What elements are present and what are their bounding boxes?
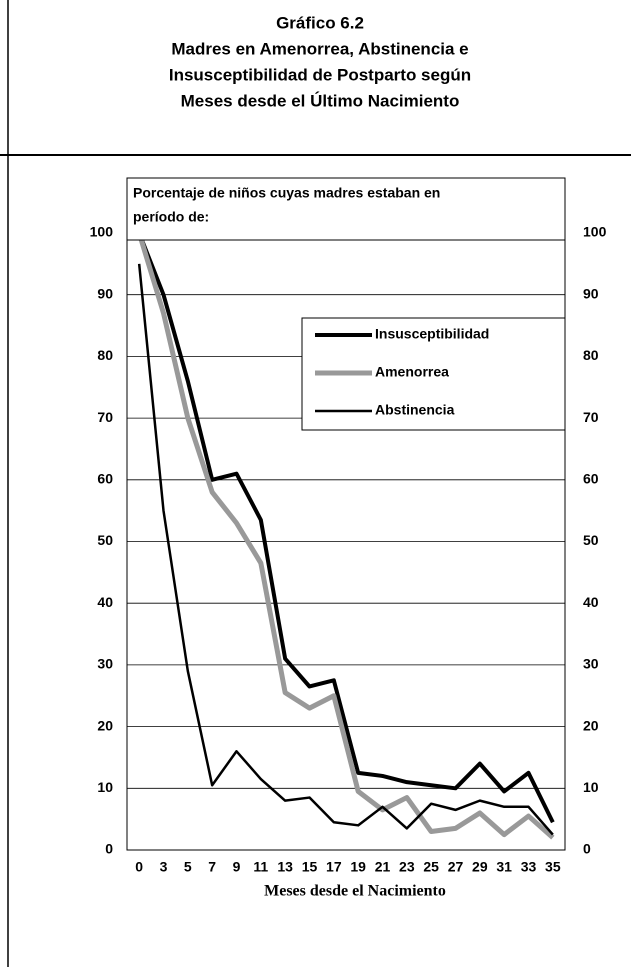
y2-tick-label: 30 xyxy=(583,656,599,672)
x-tick-label: 25 xyxy=(423,859,439,875)
legend-label: Amenorrea xyxy=(375,364,449,380)
annotation: período de: xyxy=(133,209,209,225)
y-tick-label: 10 xyxy=(97,779,113,795)
y2-tick-label: 0 xyxy=(583,841,591,857)
y2-tick-label: 20 xyxy=(583,717,599,733)
x-tick-label: 29 xyxy=(472,859,488,875)
series-line xyxy=(136,232,555,840)
y-tick-label: 30 xyxy=(97,656,113,672)
x-tick-label: 23 xyxy=(399,859,415,875)
y-tick-label: 20 xyxy=(97,717,113,733)
y2-tick-label: 90 xyxy=(583,285,599,301)
x-tick-label: 27 xyxy=(448,859,464,875)
y-tick-label: 90 xyxy=(97,285,113,301)
y-tick-label: 70 xyxy=(97,409,113,425)
chart-title: Gráfico 6.2 xyxy=(276,13,364,32)
x-axis-label: Meses desde el Nacimiento xyxy=(264,883,446,900)
y-tick-label: 100 xyxy=(90,224,114,240)
x-tick-label: 33 xyxy=(521,859,537,875)
series-line xyxy=(137,232,555,824)
y-tick-label: 50 xyxy=(97,532,113,548)
x-tick-label: 17 xyxy=(326,859,342,875)
y-tick-label: 80 xyxy=(97,347,113,363)
annotation-box xyxy=(126,177,566,241)
legend-label: Insusceptibilidad xyxy=(375,326,489,342)
y2-tick-label: 60 xyxy=(583,471,599,487)
y2-tick-label: 10 xyxy=(583,779,599,795)
x-tick-label: 11 xyxy=(253,859,268,875)
y2-tick-label: 80 xyxy=(583,347,599,363)
y2-tick-label: 50 xyxy=(583,532,599,548)
x-tick-label: 5 xyxy=(184,859,192,875)
legend-label: Abstinencia xyxy=(375,402,455,418)
series-line xyxy=(137,263,554,836)
y-tick-label: 60 xyxy=(97,471,113,487)
x-tick-label: 19 xyxy=(350,859,366,875)
y2-tick-label: 40 xyxy=(583,594,599,610)
x-tick-label: 13 xyxy=(277,859,293,875)
chart-title: Insusceptibilidad de Postparto según xyxy=(169,65,471,84)
y-tick-label: 40 xyxy=(97,594,113,610)
chart-title: Madres en Amenorrea, Abstinencia e xyxy=(171,39,468,58)
x-tick-label: 0 xyxy=(135,859,143,875)
y2-tick-label: 100 xyxy=(583,224,607,240)
x-tick-label: 21 xyxy=(375,859,391,875)
y-tick-label: 0 xyxy=(105,841,113,857)
annotation: Porcentaje de niños cuyas madres estaban… xyxy=(133,185,440,201)
x-tick-label: 15 xyxy=(302,859,318,875)
x-tick-label: 7 xyxy=(208,859,216,875)
y2-tick-label: 70 xyxy=(583,409,599,425)
chart-title: Meses desde el Último Nacimiento xyxy=(181,91,460,110)
x-tick-label: 3 xyxy=(160,859,168,875)
x-tick-label: 35 xyxy=(545,859,561,875)
x-tick-label: 9 xyxy=(233,859,241,875)
x-tick-label: 31 xyxy=(496,859,512,875)
